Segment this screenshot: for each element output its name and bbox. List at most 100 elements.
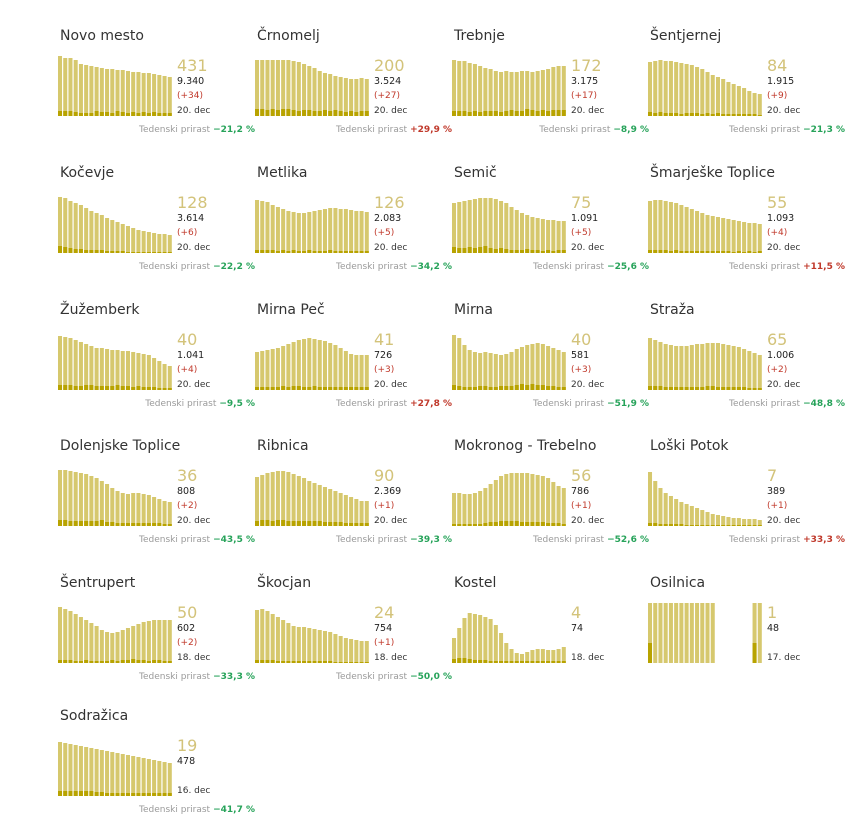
active-bar [255, 200, 260, 253]
new-cases-bar [509, 661, 514, 663]
active-bar [167, 366, 172, 390]
active-bar [260, 475, 265, 526]
new-cases-bar [255, 109, 260, 116]
active-bar [742, 519, 747, 526]
active-cases-value: 4 [571, 603, 582, 622]
new-cases-bar [63, 660, 68, 663]
active-bar [328, 489, 333, 526]
new-cases-bar [94, 386, 99, 390]
last-update-date: 20. dec [177, 380, 211, 390]
new-cases-bar [747, 525, 752, 526]
new-cases-bar [364, 111, 369, 116]
weekly-growth: Tedenski prirast −39,3 % [336, 535, 452, 545]
active-bar [157, 620, 162, 663]
municipality-panel: Kostel 4 74 18. dec [452, 575, 649, 705]
weekly-growth: Tedenski prirast −41,7 % [139, 805, 255, 815]
active-bar [63, 58, 68, 116]
new-cases-bar [472, 524, 477, 526]
new-cases-bar [167, 252, 172, 253]
new-cases-bar [525, 109, 530, 116]
new-cases-bar [530, 661, 535, 663]
active-bar [58, 470, 63, 526]
active-cases-chart [452, 335, 566, 390]
last-update-date: 20. dec [571, 243, 605, 253]
municipality-name: Straža [650, 302, 695, 318]
active-bar [689, 603, 694, 663]
active-bar [312, 339, 317, 390]
weekly-growth-value: −25,6 % [607, 262, 649, 272]
new-cases-bar [452, 247, 457, 253]
active-bar [700, 344, 705, 390]
active-bar [715, 217, 720, 253]
weekly-growth: Tedenski prirast −9,5 % [145, 399, 255, 409]
active-bar [275, 617, 280, 663]
weekly-growth: Tedenski prirast −22,2 % [139, 262, 255, 272]
new-cases-bar [141, 793, 146, 796]
active-bar [472, 64, 477, 116]
active-bar [467, 613, 472, 663]
new-cases-bar [546, 111, 551, 116]
active-bar [467, 200, 472, 253]
daily-increase-value: (+3) [571, 365, 592, 375]
new-cases-bar [131, 112, 136, 116]
new-cases-bar [105, 251, 110, 253]
active-bar [364, 79, 369, 116]
new-cases-bar [84, 113, 89, 116]
active-bar [648, 62, 653, 116]
new-cases-bar [674, 113, 679, 116]
active-bar [483, 68, 488, 116]
active-bar [561, 66, 566, 116]
active-bar [131, 228, 136, 253]
active-bar [89, 476, 94, 526]
new-cases-bar [525, 249, 530, 253]
active-cases-chart [648, 60, 762, 116]
daily-increase-value: (+17) [571, 91, 598, 101]
active-bar [105, 349, 110, 390]
active-bar [99, 215, 104, 253]
new-cases-bar [328, 387, 333, 390]
active-bar [322, 209, 327, 253]
new-cases-bar [462, 111, 467, 116]
active-bar [68, 744, 73, 796]
active-bar [551, 348, 556, 390]
new-cases-bar [307, 110, 312, 116]
active-bar [493, 480, 498, 526]
new-cases-bar [152, 387, 157, 390]
municipality-name: Semič [454, 165, 497, 181]
new-cases-bar [105, 661, 110, 663]
active-bar [338, 209, 343, 253]
new-cases-bar [535, 111, 540, 116]
weekly-growth-value: −33,3 % [213, 672, 255, 682]
new-cases-bar [467, 524, 472, 526]
weekly-growth-label: Tedenski prirast [336, 399, 408, 409]
new-cases-bar [167, 661, 172, 663]
active-bar [68, 611, 73, 663]
new-cases-bar [286, 251, 291, 253]
active-bar [120, 224, 125, 253]
active-bar [260, 609, 265, 663]
active-bar [307, 481, 312, 526]
active-bar [556, 350, 561, 390]
municipality-panel: Straža 65 1.006 (+2) 20. dec Tedenski prirast… [648, 302, 845, 432]
new-cases-bar [307, 387, 312, 390]
active-bar [658, 603, 663, 663]
new-cases-bar [99, 792, 104, 796]
new-cases-bar [99, 386, 104, 390]
municipality-name: Mirna [454, 302, 493, 318]
total-cases-value: 808 [177, 486, 196, 497]
weekly-growth-label: Tedenski prirast [729, 535, 801, 545]
new-cases-bar [457, 524, 462, 526]
active-bar [462, 618, 467, 663]
municipality-panel: Trebnje 172 3.175 (+17) 20. dec Tedenski prir… [452, 28, 649, 158]
active-bar [556, 486, 561, 526]
new-cases-bar [296, 521, 301, 526]
weekly-growth-value: +33,3 % [803, 535, 845, 545]
active-bar [99, 68, 104, 116]
new-cases-bar [359, 662, 364, 663]
new-cases-bar [94, 250, 99, 253]
new-cases-bar [68, 521, 73, 526]
weekly-growth-value: −21,3 % [803, 125, 845, 135]
active-bar [270, 60, 275, 116]
new-cases-bar [99, 520, 104, 526]
new-cases-bar [152, 660, 157, 663]
